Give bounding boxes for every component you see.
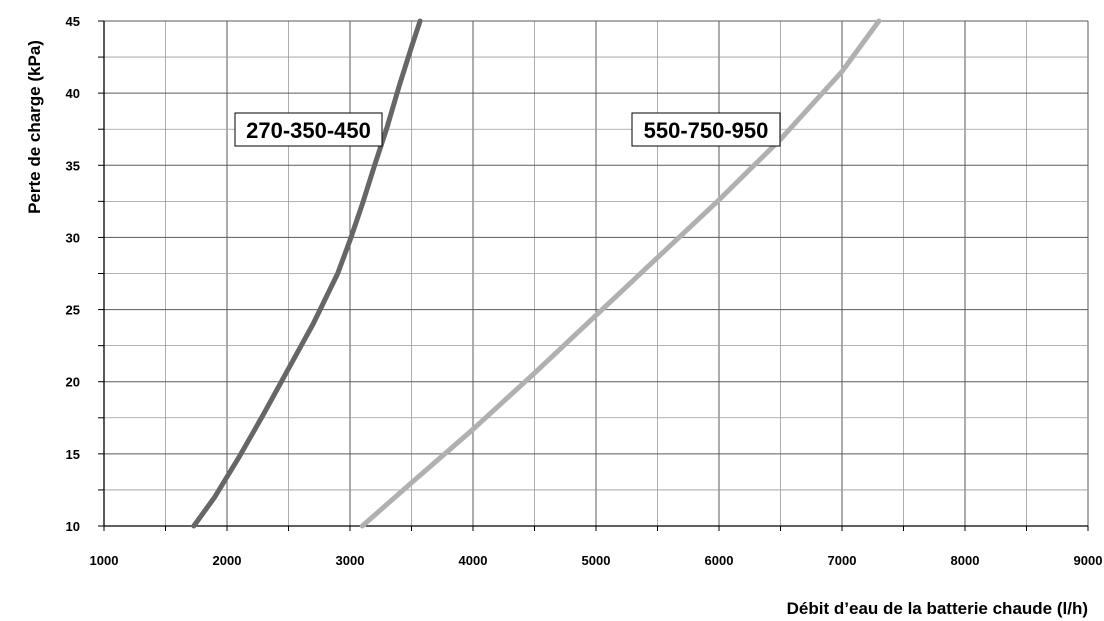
y-tick-label: 10: [66, 519, 80, 534]
series-label-frame: [631, 112, 781, 147]
y-tick-label: 40: [66, 86, 80, 101]
series-line-2: [359, 18, 882, 529]
y-tick-label: 15: [66, 447, 80, 462]
x-tick-label: 9000: [1074, 553, 1103, 568]
series-label-box-2: 550-750-950: [631, 112, 781, 147]
x-tick-label: 5000: [582, 553, 611, 568]
x-tick-label: 8000: [951, 553, 980, 568]
tick-labels: 1000 2000 3000 4000 5000 6000 7000 8000 9000 10 15…: [66, 14, 1103, 568]
series-label-box-1: 270-350-450: [234, 112, 383, 147]
x-tick-label: 2000: [213, 553, 242, 568]
series-labels: 270-350-450 550-750-950: [234, 112, 781, 147]
x-tick-label: 7000: [828, 553, 857, 568]
y-tick-label: 20: [66, 375, 80, 390]
series-line-1: [191, 18, 423, 529]
y-tick-label: 35: [66, 158, 80, 173]
y-tick-label: 45: [66, 14, 80, 29]
x-tick-label: 3000: [336, 553, 365, 568]
series-layer: [191, 18, 882, 529]
x-tick-label: 4000: [459, 553, 488, 568]
y-tick-label: 30: [66, 230, 80, 245]
x-axis-title: Débit d’eau de la batterie chaude (l/h): [787, 599, 1088, 618]
x-tick-label: 1000: [90, 553, 119, 568]
series-label-text: 550-750-950: [644, 118, 769, 143]
y-tick-label: 25: [66, 303, 80, 318]
series-label-frame: [234, 112, 383, 147]
grid: [98, 20, 1089, 531]
x-tick-label: 6000: [705, 553, 734, 568]
y-axis-title: Perte de charge (kPa): [25, 40, 44, 214]
series-label-text: 270-350-450: [246, 118, 371, 143]
